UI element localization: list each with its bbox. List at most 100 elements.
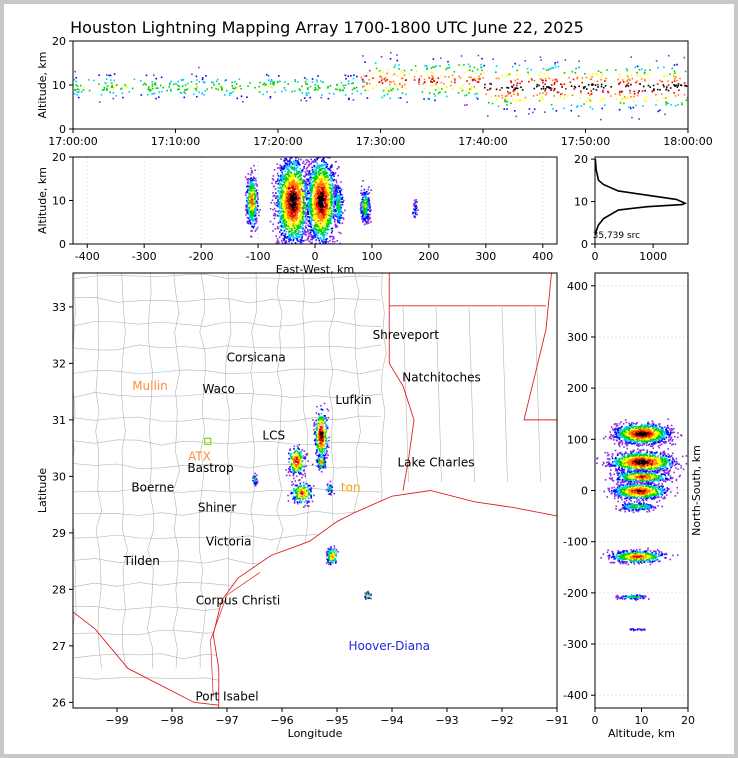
- eastwest-point: [293, 204, 295, 207]
- eastwest-point: [299, 208, 302, 211]
- time-altitude-point: [477, 81, 480, 83]
- time-altitude-point: [667, 84, 670, 86]
- eastwest-point: [329, 239, 331, 242]
- time-altitude-point: [315, 79, 318, 81]
- eastwest-point: [325, 220, 328, 223]
- time-altitude-point: [470, 86, 473, 88]
- time-altitude-point: [382, 71, 385, 74]
- time-altitude-point: [577, 115, 580, 117]
- time-altitude-point: [643, 74, 646, 77]
- time-altitude-point: [353, 74, 355, 77]
- eastwest-point: [300, 255, 302, 257]
- eastwest-point: [292, 193, 295, 196]
- eastwest-point: [250, 230, 252, 232]
- eastwest-point: [321, 192, 323, 194]
- eastwest-point: [287, 187, 290, 189]
- time-altitude-point: [485, 93, 487, 96]
- eastwest-point: [288, 163, 291, 166]
- eastwest-point: [299, 185, 301, 188]
- eastwest-point: [288, 224, 290, 227]
- eastwest-point: [280, 166, 283, 169]
- eastwest-point: [340, 198, 342, 201]
- eastwest-point: [283, 226, 285, 229]
- eastwest-point: [303, 179, 306, 182]
- time-altitude-point: [633, 93, 636, 95]
- eastwest-point: [256, 226, 259, 229]
- time-altitude-point: [184, 92, 187, 95]
- time-altitude-point: [153, 74, 155, 76]
- eastwest-point: [301, 171, 303, 173]
- time-altitude-point: [147, 86, 150, 89]
- time-altitude-point: [645, 96, 647, 98]
- time-altitude-point: [521, 80, 523, 83]
- time-altitude-point: [143, 82, 146, 85]
- eastwest-point: [323, 213, 326, 216]
- eastwest-point: [280, 165, 283, 167]
- time-altitude-point: [684, 84, 687, 87]
- time-altitude-point: [636, 80, 638, 83]
- eastwest-point: [311, 172, 313, 175]
- eastwest-point: [302, 240, 305, 242]
- eastwest-point: [317, 201, 319, 204]
- eastwest-point: [311, 214, 313, 217]
- time-altitude-point: [181, 79, 184, 81]
- eastwest-point: [303, 185, 305, 188]
- eastwest-point: [289, 148, 291, 150]
- eastwest-point: [283, 195, 285, 197]
- eastwest-point: [284, 250, 286, 252]
- eastwest-point: [285, 192, 288, 195]
- eastwest-point: [299, 220, 302, 223]
- eastwest-point: [252, 186, 255, 189]
- eastwest-point: [320, 176, 323, 178]
- eastwest-point: [289, 160, 291, 163]
- eastwest-point: [293, 187, 295, 190]
- time-altitude-point: [474, 79, 477, 82]
- eastwest-point: [330, 172, 332, 174]
- time-altitude-point: [178, 85, 180, 88]
- time-altitude-point: [445, 86, 447, 88]
- eastwest-point: [312, 236, 315, 238]
- eastwest-point: [304, 152, 306, 154]
- eastwest-point: [319, 230, 322, 232]
- time-altitude-point: [183, 96, 186, 99]
- time-altitude-point: [366, 83, 368, 86]
- eastwest-point: [280, 210, 282, 213]
- eastwest-point: [333, 240, 336, 243]
- eastwest-point: [340, 214, 342, 217]
- eastwest-point: [318, 212, 321, 215]
- eastwest-point: [332, 195, 335, 197]
- time-altitude-point: [555, 110, 558, 112]
- eastwest-point: [293, 178, 296, 180]
- eastwest-point: [336, 199, 339, 202]
- eastwest-point: [307, 180, 310, 183]
- eastwest-point: [316, 162, 318, 164]
- eastwest-point: [314, 195, 316, 197]
- eastwest-point: [255, 220, 257, 222]
- eastwest-point: [325, 249, 327, 251]
- time-altitude-point: [474, 93, 476, 96]
- time-altitude-point: [205, 75, 207, 77]
- time-altitude-point: [618, 76, 621, 79]
- eastwest-point: [284, 206, 287, 209]
- eastwest-point: [331, 177, 334, 180]
- eastwest-point: [254, 169, 256, 172]
- eastwest-point: [306, 210, 309, 213]
- eastwest-point: [331, 230, 334, 232]
- eastwest-point: [329, 222, 331, 225]
- time-altitude-point: [168, 86, 171, 88]
- time-altitude-point: [320, 80, 322, 82]
- eastwest-point: [326, 177, 329, 180]
- time-altitude-point: [267, 74, 270, 77]
- time-altitude-point: [676, 79, 678, 82]
- time-altitude-point: [642, 105, 645, 107]
- eastwest-point: [325, 211, 327, 213]
- time-altitude-point: [258, 91, 261, 93]
- time-altitude-point: [635, 104, 637, 107]
- eastwest-point: [299, 221, 302, 224]
- eastwest-point: [288, 200, 291, 203]
- time-altitude-point: [433, 80, 436, 82]
- time-altitude-point: [619, 73, 621, 76]
- time-altitude-point: [149, 89, 152, 92]
- eastwest-point: [339, 198, 341, 201]
- time-altitude-point: [536, 85, 538, 88]
